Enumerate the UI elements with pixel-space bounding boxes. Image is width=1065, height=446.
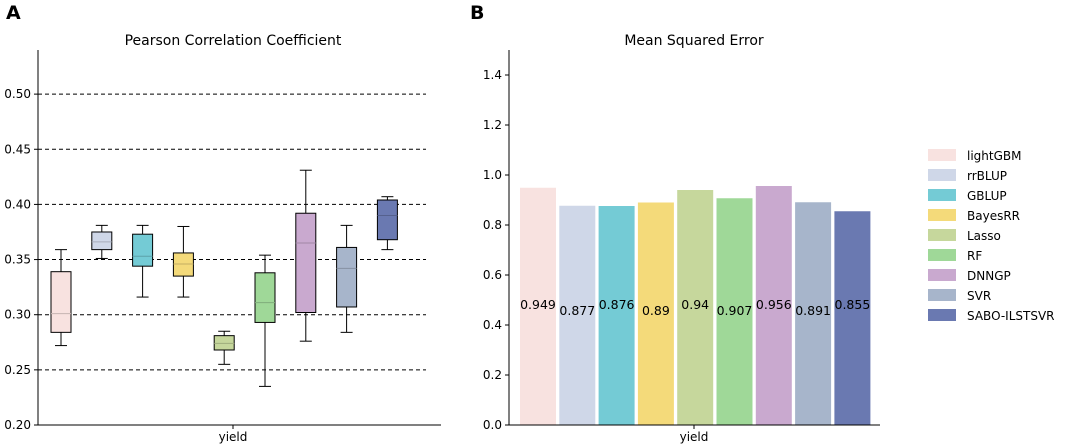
legend-item-rf: RF xyxy=(928,249,982,263)
legend-label: SVR xyxy=(967,289,991,303)
legend-item-lightgbm: lightGBM xyxy=(928,149,1021,163)
legend-label: Lasso xyxy=(967,229,1001,243)
bar-value-label: 0.891 xyxy=(795,303,831,318)
box-sabo-ilstsvr xyxy=(376,196,398,251)
panel-b-y-tick-label: 0.6 xyxy=(483,268,502,282)
legend-item-bayesrr: BayesRR xyxy=(928,209,1020,223)
bar-value-label: 0.907 xyxy=(717,303,753,318)
panel-b-y-tick-label: 0.0 xyxy=(483,418,502,432)
panel-a-label: A xyxy=(6,2,21,24)
panel-b-y-tick-label: 1.4 xyxy=(483,68,502,82)
box-body xyxy=(376,199,398,241)
legend-item-dnngp: DNNGP xyxy=(928,269,1011,283)
legend-item-sabo-ilstsvr: SABO-ILSTSVR xyxy=(928,309,1055,323)
panel-a-title: Pearson Correlation Coefficient xyxy=(125,33,342,49)
box-body xyxy=(132,233,154,267)
box-body xyxy=(254,272,276,323)
box-body xyxy=(50,271,72,333)
bar-dnngp xyxy=(755,186,792,425)
legend-label: DNNGP xyxy=(967,269,1011,283)
panel-a-y-tick-label: 0.40 xyxy=(4,197,31,211)
legend-label: rrBLUP xyxy=(967,169,1007,183)
panel-a-y-tick-label: 0.45 xyxy=(4,142,31,156)
box-body xyxy=(295,212,317,313)
box-body xyxy=(172,252,194,277)
legend-swatch xyxy=(928,189,956,201)
legend-label: GBLUP xyxy=(967,189,1007,203)
box-rf xyxy=(254,254,276,387)
legend-swatch xyxy=(928,249,956,261)
box-lasso xyxy=(213,330,235,365)
panel-a-y-tick-label: 0.35 xyxy=(4,253,31,267)
panel-a-xlabel: yield xyxy=(219,430,248,444)
legend-swatch xyxy=(928,209,956,221)
bar-rrblup xyxy=(559,205,596,425)
box-body xyxy=(213,335,235,351)
panel-b-label: B xyxy=(470,2,484,24)
panel-a-y-tick-label: 0.30 xyxy=(4,308,31,322)
bar-lasso xyxy=(677,190,714,425)
bar-svr xyxy=(795,202,832,425)
box-lightgbm xyxy=(50,249,72,347)
panel-b-y-tick-label: 0.4 xyxy=(483,318,502,332)
bar-value-label: 0.949 xyxy=(520,297,556,312)
legend-swatch xyxy=(928,149,956,161)
legend-item-lasso: Lasso xyxy=(928,229,1001,243)
panel-b-barchart: Mean Squared Error 0.949 0.877 0.876 0.89 0.… xyxy=(483,33,880,444)
bar-bayesrr xyxy=(637,202,674,425)
legend-label: lightGBM xyxy=(967,149,1021,163)
bar-value-label: 0.876 xyxy=(599,297,635,312)
bar-gblup xyxy=(598,206,635,425)
panel-b-y-tick-label: 1.2 xyxy=(483,118,502,132)
panel-a-y-tick-label: 0.20 xyxy=(4,418,31,432)
box-body xyxy=(336,246,358,308)
legend-item-svr: SVR xyxy=(928,289,991,303)
legend-item-gblup: GBLUP xyxy=(928,189,1007,203)
legend-swatch xyxy=(928,269,956,281)
legend-swatch xyxy=(928,169,956,181)
legend-label: RF xyxy=(967,249,982,263)
panel-b-title: Mean Squared Error xyxy=(624,33,764,49)
bar-value-label: 0.855 xyxy=(835,297,871,312)
bar-rf xyxy=(716,198,753,425)
box-svr xyxy=(336,224,358,333)
bar-value-label: 0.877 xyxy=(559,303,595,318)
panel-b-y-tick-label: 0.8 xyxy=(483,218,502,232)
bar-value-label: 0.89 xyxy=(642,303,670,318)
box-rrblup xyxy=(91,224,113,259)
panel-a-boxplot: Pearson Correlation Coefficient 0.20 0.25… xyxy=(4,33,441,444)
panel-a-y-tick-label: 0.50 xyxy=(4,87,31,101)
legend-swatch xyxy=(928,309,956,321)
bar-value-label: 0.94 xyxy=(681,297,709,312)
box-dnngp xyxy=(295,169,317,342)
panel-b-xlabel: yield xyxy=(680,430,709,444)
legend-swatch xyxy=(928,289,956,301)
panel-b-y-tick-label: 1.0 xyxy=(483,168,502,182)
box-bayesrr xyxy=(172,225,194,298)
box-body xyxy=(91,231,113,251)
legend-label: BayesRR xyxy=(967,209,1020,223)
legend: lightGBM rrBLUP GBLUP BayesRR Lasso RF DNNGP SV… xyxy=(928,149,1055,323)
box-gblup xyxy=(132,224,154,298)
bar-sabo-ilstsvr xyxy=(834,211,871,425)
panel-b-y-tick-label: 0.2 xyxy=(483,368,502,382)
legend-item-rrblup: rrBLUP xyxy=(928,169,1007,183)
bar-value-label: 0.956 xyxy=(756,297,792,312)
legend-label: SABO-ILSTSVR xyxy=(967,309,1055,323)
legend-swatch xyxy=(928,229,956,241)
panel-a-y-tick-label: 0.25 xyxy=(4,363,31,377)
bar-lightgbm xyxy=(520,187,556,425)
